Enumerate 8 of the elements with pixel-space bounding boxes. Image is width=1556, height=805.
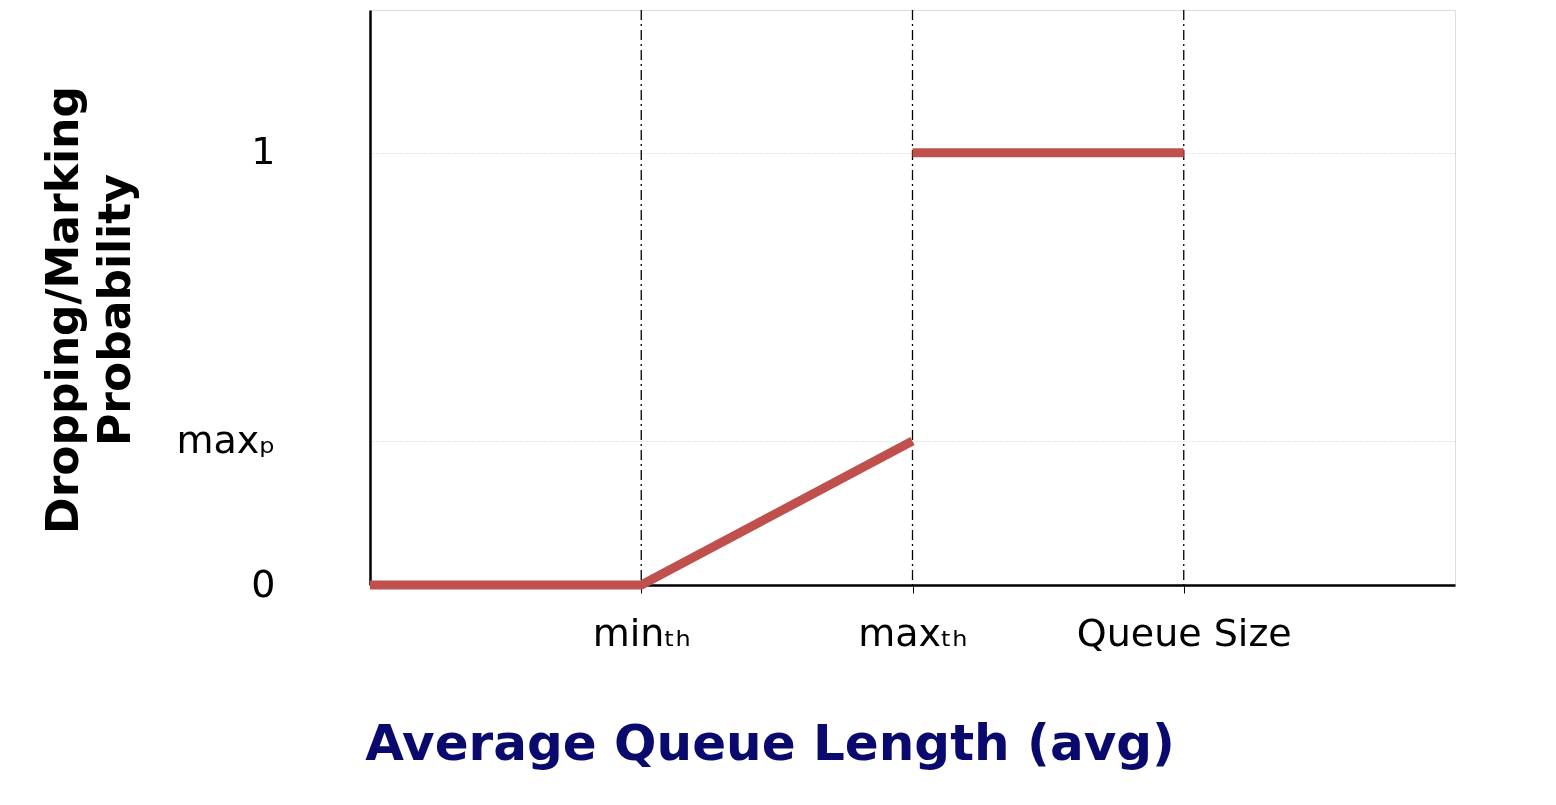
x-axis-title: Average Queue Length (avg) [365,714,1175,772]
y-axis-title: Dropping/Marking Probability [37,86,140,534]
y-tick-label: 1 [251,129,276,174]
x-tick-label: maxₜₕ [858,610,968,655]
x-tick-label: Queue Size [1076,610,1292,655]
y-tick-label: maxₚ [176,417,276,462]
x-tick-label: minₜₕ [592,610,691,655]
y-tick-label: 0 [251,561,276,606]
